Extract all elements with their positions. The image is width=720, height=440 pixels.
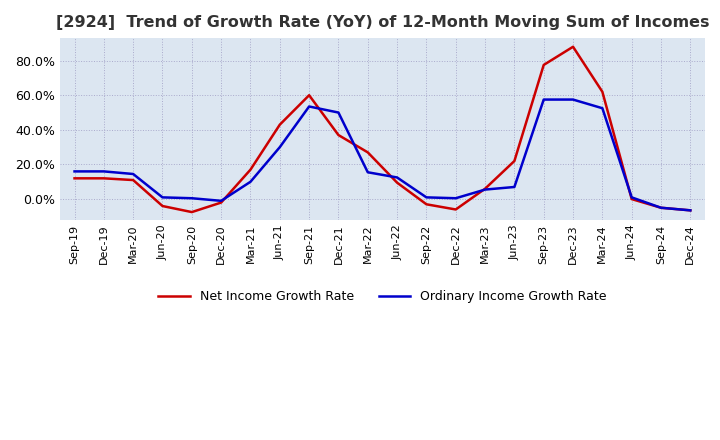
Net Income Growth Rate: [99, 176, 108, 181]
Net Income Growth Rate: [598, 89, 607, 95]
Ordinary Income Growth Rate: [686, 208, 695, 213]
Ordinary Income Growth Rate: [627, 195, 636, 200]
Net Income Growth Rate: [627, 197, 636, 202]
Net Income Growth Rate: [451, 207, 460, 212]
Ordinary Income Growth Rate: [187, 196, 196, 201]
Net Income Growth Rate: [422, 202, 431, 207]
Net Income Growth Rate: [510, 158, 518, 164]
Line: Net Income Growth Rate: Net Income Growth Rate: [75, 47, 690, 212]
Ordinary Income Growth Rate: [451, 196, 460, 201]
Net Income Growth Rate: [129, 177, 138, 183]
Ordinary Income Growth Rate: [129, 171, 138, 176]
Net Income Growth Rate: [334, 132, 343, 138]
Ordinary Income Growth Rate: [393, 175, 402, 180]
Net Income Growth Rate: [187, 209, 196, 215]
Ordinary Income Growth Rate: [158, 195, 167, 200]
Ordinary Income Growth Rate: [99, 169, 108, 174]
Net Income Growth Rate: [217, 200, 225, 205]
Ordinary Income Growth Rate: [71, 169, 79, 174]
Ordinary Income Growth Rate: [364, 170, 372, 175]
Ordinary Income Growth Rate: [598, 106, 607, 111]
Ordinary Income Growth Rate: [246, 179, 255, 184]
Net Income Growth Rate: [158, 203, 167, 209]
Net Income Growth Rate: [276, 122, 284, 127]
Ordinary Income Growth Rate: [569, 97, 577, 102]
Ordinary Income Growth Rate: [539, 97, 548, 102]
Line: Ordinary Income Growth Rate: Ordinary Income Growth Rate: [75, 99, 690, 210]
Ordinary Income Growth Rate: [217, 198, 225, 203]
Net Income Growth Rate: [246, 167, 255, 172]
Net Income Growth Rate: [393, 180, 402, 185]
Ordinary Income Growth Rate: [657, 205, 665, 210]
Ordinary Income Growth Rate: [422, 195, 431, 200]
Net Income Growth Rate: [481, 186, 490, 191]
Ordinary Income Growth Rate: [481, 187, 490, 192]
Ordinary Income Growth Rate: [510, 184, 518, 190]
Ordinary Income Growth Rate: [305, 104, 313, 109]
Net Income Growth Rate: [686, 208, 695, 213]
Net Income Growth Rate: [71, 176, 79, 181]
Ordinary Income Growth Rate: [334, 110, 343, 115]
Net Income Growth Rate: [569, 44, 577, 49]
Net Income Growth Rate: [539, 62, 548, 68]
Ordinary Income Growth Rate: [276, 144, 284, 150]
Net Income Growth Rate: [364, 150, 372, 155]
Legend: Net Income Growth Rate, Ordinary Income Growth Rate: Net Income Growth Rate, Ordinary Income …: [153, 285, 611, 308]
Net Income Growth Rate: [657, 205, 665, 210]
Title: [2924]  Trend of Growth Rate (YoY) of 12-Month Moving Sum of Incomes: [2924] Trend of Growth Rate (YoY) of 12-…: [55, 15, 709, 30]
Net Income Growth Rate: [305, 92, 313, 98]
